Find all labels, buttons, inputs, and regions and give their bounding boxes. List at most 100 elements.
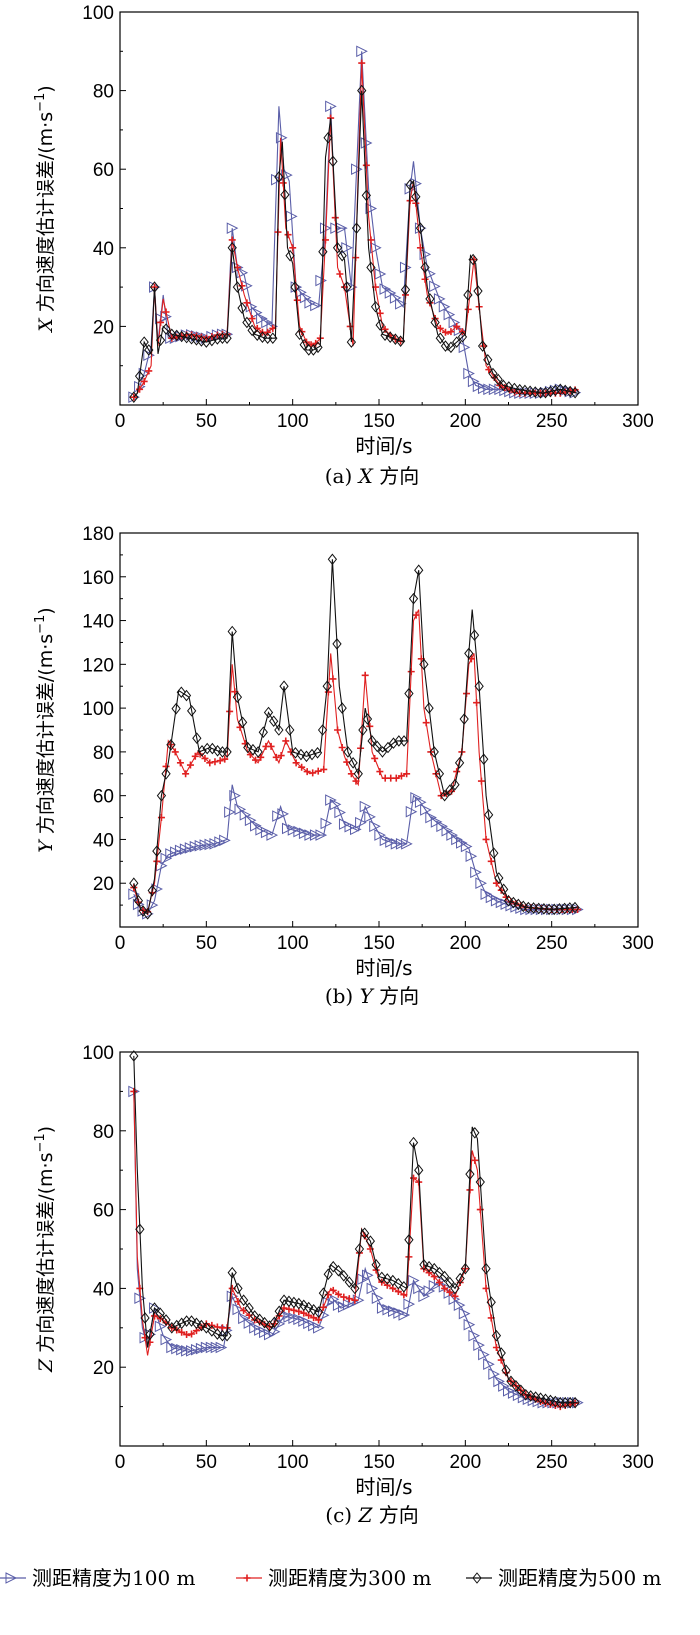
diamond-marker: [475, 1176, 485, 1188]
diamond-marker: [450, 778, 460, 791]
diamond-marker: [155, 1307, 165, 1320]
y-axis-label-text: 方向速度估计误差/(m·s: [35, 112, 57, 312]
plus-marker: [376, 309, 384, 317]
plus-marker: [447, 328, 455, 336]
diamond-marker: [484, 809, 494, 821]
triangle-marker: [260, 826, 273, 839]
plus-marker: [492, 1344, 500, 1351]
plus-marker: [289, 244, 297, 252]
diamond-marker: [430, 316, 440, 329]
diamond-marker: [404, 1234, 414, 1246]
diamond-marker: [516, 1384, 526, 1397]
x-tick-label: 150: [363, 1452, 395, 1473]
diamond-marker: [488, 367, 498, 380]
diamond-marker: [452, 336, 462, 348]
diamond-marker: [375, 319, 385, 331]
triangle-marker: [229, 789, 241, 802]
caption-prefix: (a): [325, 464, 359, 488]
diamond-marker: [212, 333, 223, 345]
diamond-marker: [494, 872, 504, 884]
plus-marker: [422, 719, 430, 727]
plus-marker: [453, 768, 461, 776]
x-axis-label: 时间/s: [355, 434, 412, 458]
diamond-marker: [424, 1260, 434, 1273]
diamond-marker: [382, 1273, 392, 1285]
panel-caption: (a) X 方向: [325, 464, 420, 488]
diamond-marker: [322, 680, 332, 693]
triangle-marker: [430, 816, 443, 828]
diamond-marker: [503, 894, 514, 907]
diamond-marker: [440, 340, 451, 352]
y-axis-label-axis: X: [35, 312, 57, 334]
legend-label: 测距精度为100 m: [32, 1566, 196, 1590]
caption-suffix: 方向: [379, 1503, 419, 1527]
triangle-marker: [266, 829, 279, 841]
diamond-marker: [357, 84, 367, 97]
series-1: [128, 1085, 584, 1409]
triangle-marker: [315, 829, 328, 841]
diamond-marker: [138, 905, 148, 917]
diamond-marker: [217, 1329, 228, 1342]
plus-marker: [471, 1156, 479, 1164]
diamond-marker: [149, 281, 160, 293]
diamond-marker: [176, 686, 186, 699]
diamond-marker: [312, 746, 323, 759]
y-axis-label-axis: Y: [35, 834, 57, 853]
plus-marker: [473, 699, 481, 707]
triangle-marker: [151, 883, 163, 895]
triangle-marker: [460, 840, 473, 853]
plus-marker: [464, 305, 472, 313]
plus-marker: [338, 744, 346, 752]
series-1: [128, 45, 582, 403]
triangle-marker: [334, 806, 346, 819]
triangle-marker: [488, 383, 501, 396]
plus-marker: [511, 388, 519, 396]
triangle-marker: [219, 834, 231, 847]
diamond-marker: [570, 901, 580, 914]
diamond-marker: [518, 900, 528, 913]
plus-marker: [211, 758, 219, 766]
plus-marker: [397, 772, 405, 780]
diamond-marker: [196, 1319, 207, 1332]
diamond-marker: [186, 1315, 197, 1327]
y-axis-label-close: ): [35, 1126, 57, 1133]
y-tick-label: 60: [93, 787, 114, 808]
plus-marker: [139, 906, 147, 914]
diamond-marker: [445, 784, 455, 796]
x-tick-label: 0: [115, 933, 126, 954]
y-axis-label: Z 方向速度估计误差/(m·s−1): [33, 1126, 57, 1373]
diamond-marker: [385, 331, 395, 344]
diamond-marker: [129, 391, 139, 403]
triangle-marker: [370, 241, 382, 254]
diamond-marker: [129, 1050, 139, 1062]
diamond-marker: [390, 333, 401, 345]
diamond-marker: [508, 896, 519, 909]
diamond-marker: [479, 753, 489, 765]
plus-marker: [277, 752, 285, 760]
triangle-marker: [134, 1292, 146, 1305]
diamond-marker: [317, 724, 328, 736]
diamond-marker: [172, 1319, 182, 1332]
plus-marker: [206, 759, 214, 767]
plus-marker: [477, 777, 485, 785]
plus-marker: [345, 1295, 353, 1303]
x-tick-label: 200: [449, 933, 481, 954]
diamond-marker: [227, 625, 237, 638]
y-tick-label: 80: [93, 743, 114, 764]
triangle-marker: [360, 137, 373, 149]
plus-marker: [298, 763, 306, 771]
plus-marker: [267, 742, 275, 750]
diamond-marker: [399, 1281, 409, 1293]
diamond-marker: [506, 1375, 516, 1388]
triangle-marker: [473, 1339, 485, 1351]
plus-marker: [140, 377, 148, 385]
series-line: [133, 63, 578, 398]
diamond-marker: [346, 336, 357, 348]
diamond-marker: [459, 713, 469, 725]
triangle-marker: [376, 1302, 389, 1314]
y-tick-label: 80: [93, 82, 114, 103]
y-tick-label: 20: [93, 1358, 114, 1379]
plus-marker: [405, 1253, 413, 1261]
panel-caption: (b) Y 方向: [325, 984, 419, 1008]
